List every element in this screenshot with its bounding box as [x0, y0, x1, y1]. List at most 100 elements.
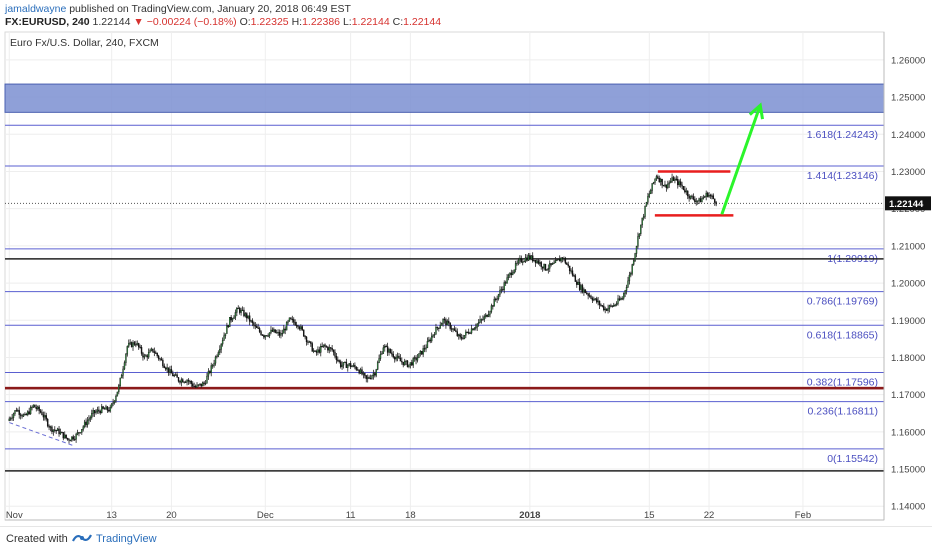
candle-body — [618, 298, 621, 301]
y-tick-label: 1.16000 — [891, 427, 925, 438]
fib-level-label: 0.236(1.16811) — [808, 406, 878, 418]
candle-body — [190, 381, 193, 384]
candle-body — [715, 202, 717, 205]
symbol-label: FX:EURUSD, 240 — [5, 16, 90, 28]
candle-body — [631, 264, 633, 274]
candle-body — [264, 335, 266, 338]
candle-body — [641, 217, 643, 226]
candle-body — [421, 350, 423, 355]
candle-body — [365, 375, 367, 379]
candle-body — [607, 308, 609, 311]
candle-body — [698, 198, 700, 201]
candle-body — [601, 305, 604, 307]
candle-body — [170, 369, 173, 374]
target-zone-layer — [4, 83, 885, 113]
candle-body — [687, 190, 689, 197]
candle-body — [567, 264, 569, 267]
candle-body — [438, 327, 440, 329]
candle-body — [337, 359, 339, 361]
fib-level-label: 0.382(1.17596) — [807, 376, 878, 388]
candle-body — [334, 351, 336, 357]
candle-body — [129, 342, 131, 344]
candle-body — [258, 328, 261, 332]
candle-body — [317, 349, 319, 353]
candle-body — [376, 362, 379, 370]
candle-body — [695, 200, 697, 202]
candle-body — [180, 379, 183, 383]
candle-body — [608, 305, 611, 309]
candle-body — [547, 268, 550, 270]
candle-body — [467, 331, 470, 334]
fib-level-label: 1.618(1.24243) — [807, 129, 878, 141]
candle-body — [294, 322, 296, 326]
y-tick-label: 1.14000 — [891, 502, 925, 513]
candle-body — [428, 339, 430, 342]
candle-body — [366, 377, 369, 379]
candle-body — [368, 377, 370, 379]
candle-body — [630, 273, 632, 276]
target-arrow-head-icon — [748, 102, 764, 120]
x-tick-label: Dec — [257, 510, 274, 521]
candle-body — [143, 355, 146, 358]
candle-body — [206, 375, 208, 384]
candle-body — [37, 406, 39, 410]
candle-body — [32, 404, 35, 408]
candle-body — [574, 275, 577, 282]
candle-body — [583, 289, 585, 293]
candle-body — [560, 257, 562, 262]
candle-body — [382, 347, 385, 354]
candle-body — [241, 309, 244, 312]
candle-body — [361, 369, 363, 375]
candle-body — [145, 355, 147, 357]
candle-body — [375, 369, 377, 376]
candle-body — [551, 263, 554, 265]
candle-body — [479, 319, 481, 323]
candle-body — [598, 300, 601, 306]
candle-body — [462, 338, 464, 340]
candle-body — [92, 410, 94, 414]
candle-body — [352, 364, 355, 367]
brand-link[interactable]: TradingView — [96, 533, 157, 545]
candle-body — [391, 352, 393, 355]
candle-body — [193, 385, 195, 388]
candle-body — [280, 333, 282, 336]
candle-body — [674, 178, 676, 181]
candle-body — [45, 415, 47, 420]
chart-area[interactable]: 1.618(1.24243) 1.414(1.23146) 1(1.20919) 0.… — [0, 30, 932, 526]
candle-body — [247, 315, 249, 319]
candle-body — [318, 349, 321, 353]
candle-body — [413, 357, 416, 359]
candle-body — [153, 351, 156, 353]
candle-body — [482, 319, 484, 321]
price-chart[interactable]: 1.618(1.24243)1.414(1.23146)1(1.20919)0.… — [0, 30, 932, 526]
author-link[interactable]: jamaldwayne — [5, 3, 67, 15]
candle-body — [28, 411, 30, 415]
candle-body — [217, 352, 220, 357]
candle-body — [76, 432, 79, 435]
candle-body — [298, 326, 301, 329]
candle-body — [556, 259, 558, 262]
candle-body — [604, 308, 606, 311]
candle-body — [577, 281, 579, 285]
candle-body — [584, 289, 587, 294]
y-tick-label: 1.20000 — [891, 279, 925, 290]
candle-body — [539, 262, 541, 264]
candle-body — [86, 420, 89, 426]
candle-body — [429, 339, 431, 342]
candle-body — [159, 358, 161, 360]
candle-body — [34, 404, 36, 408]
candle-body — [199, 383, 201, 385]
candle-body — [449, 322, 451, 329]
last-price-badge — [885, 196, 931, 211]
candle-body — [587, 293, 589, 296]
candle-body — [463, 335, 466, 339]
candle-body — [172, 372, 174, 377]
candle-body — [712, 195, 715, 200]
candle-body — [580, 285, 582, 290]
candle-body — [93, 410, 96, 414]
candle-body — [564, 258, 567, 264]
candle-body — [637, 236, 639, 247]
candle-body — [229, 317, 231, 328]
candle-body — [509, 272, 511, 276]
candle-body — [82, 426, 84, 430]
